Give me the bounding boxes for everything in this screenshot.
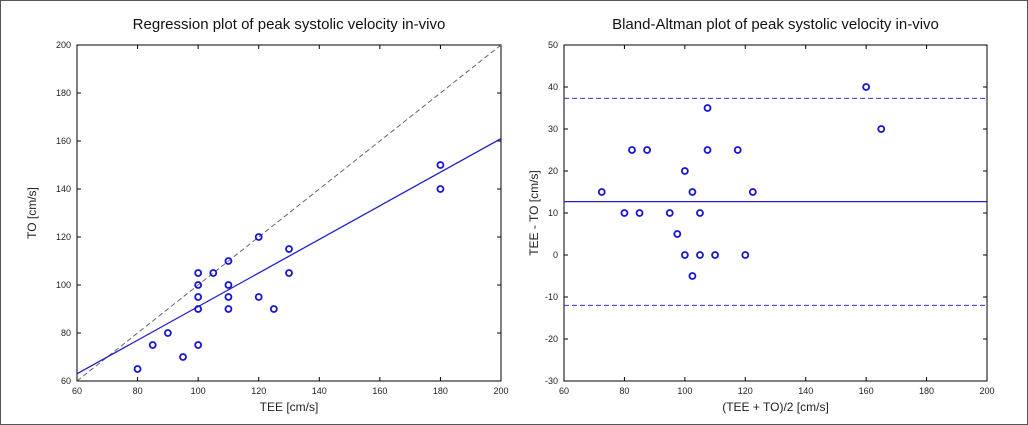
x-tick-label: 80: [619, 386, 629, 396]
y-axis-label: TO [cm/s]: [25, 187, 39, 239]
data-point: [436, 185, 445, 193]
data-point: [194, 269, 203, 277]
y-tick-label: 140: [56, 184, 71, 194]
data-point: [133, 365, 142, 373]
x-tick-label: 100: [191, 386, 206, 396]
x-tick-label: 140: [798, 386, 813, 396]
y-tick-label: 160: [56, 136, 71, 146]
data-point: [733, 146, 742, 154]
y-tick-label: 30: [548, 124, 558, 134]
data-point: [643, 146, 651, 154]
data-point: [741, 251, 750, 259]
data-point: [194, 305, 203, 313]
x-tick-label: 160: [859, 386, 874, 396]
y-tick-label: 0: [553, 250, 558, 260]
x-tick-label: 120: [251, 386, 266, 396]
y-tick-label: 180: [56, 88, 71, 98]
y-tick-label: 40: [548, 82, 558, 92]
data-point: [148, 341, 157, 349]
x-tick-label: 200: [493, 386, 508, 396]
y-tick-label: 120: [56, 232, 71, 242]
data-point: [194, 293, 203, 301]
x-tick-label: 180: [433, 386, 448, 396]
x-tick-label: 120: [738, 386, 753, 396]
plot-frame: [563, 44, 988, 382]
y-tick-label: 10: [548, 208, 558, 218]
data-point: [194, 341, 203, 349]
data-point: [696, 251, 704, 259]
identity-line: [77, 45, 501, 381]
data-point: [877, 125, 886, 133]
data-point: [209, 269, 218, 277]
data-point: [254, 293, 263, 301]
x-tick-label: 160: [372, 386, 387, 396]
data-point: [680, 167, 689, 175]
data-point: [680, 251, 689, 259]
data-point: [597, 188, 606, 196]
data-point: [224, 305, 233, 313]
data-point: [703, 104, 712, 112]
data-point: [194, 281, 203, 289]
data-point: [688, 188, 697, 196]
data-point: [269, 305, 278, 313]
chart-panel-1: Regression plot of peak systolic velocit…: [25, 16, 509, 414]
data-point: [436, 161, 445, 169]
data-point: [224, 281, 233, 289]
data-point: [285, 245, 293, 253]
data-point: [224, 257, 233, 265]
y-tick-label: -10: [545, 292, 558, 302]
data-point: [703, 146, 712, 154]
data-point: [635, 209, 644, 217]
x-tick-label: 180: [919, 386, 934, 396]
y-axis-label: TEE - TO [cm/s]: [527, 170, 541, 256]
data-point: [748, 188, 757, 196]
data-point: [628, 146, 636, 154]
chart-title: Regression plot of peak systolic velocit…: [133, 16, 446, 33]
x-axis-label: TEE [cm/s]: [260, 400, 319, 414]
y-tick-label: -20: [545, 334, 558, 344]
y-tick-label: 20: [548, 166, 558, 176]
data-point: [696, 209, 704, 217]
regression-line: [77, 138, 501, 375]
y-tick-label: 200: [56, 40, 71, 50]
x-tick-label: 80: [133, 386, 143, 396]
x-tick-label: 60: [559, 386, 569, 396]
data-point: [620, 209, 629, 217]
data-point: [254, 233, 263, 241]
data-point: [711, 251, 719, 259]
data-point: [688, 272, 697, 280]
data-point: [673, 230, 682, 238]
chart-title: Bland-Altman plot of peak systolic veloc…: [612, 16, 939, 33]
y-tick-label: 50: [548, 40, 558, 50]
x-tick-label: 60: [72, 386, 82, 396]
data-point: [285, 269, 293, 277]
data-point: [665, 209, 674, 217]
y-tick-label: 60: [61, 376, 71, 386]
data-point: [179, 353, 187, 361]
y-tick-label: 100: [56, 280, 71, 290]
x-tick-label: 140: [312, 386, 327, 396]
y-tick-label: 80: [61, 328, 71, 338]
data-point: [862, 83, 871, 91]
chart-panel-2: Bland-Altman plot of peak systolic veloc…: [527, 16, 995, 414]
data-point: [224, 293, 233, 301]
x-axis-label: (TEE + TO)/2 [cm/s]: [722, 400, 829, 414]
x-tick-label: 100: [677, 386, 692, 396]
y-tick-label: -30: [545, 376, 558, 386]
data-point: [163, 329, 172, 337]
x-tick-label: 200: [979, 386, 994, 396]
